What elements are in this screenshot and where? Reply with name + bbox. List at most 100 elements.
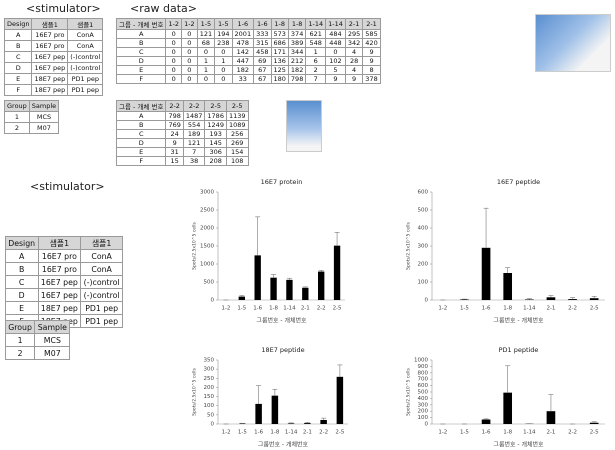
raw-table: 그룹 - 개체 번호 2-2 2-2 2-5 2-5 A 798 1487 1786 1139 B 7… xyxy=(115,100,249,166)
bar xyxy=(481,247,491,300)
bar xyxy=(336,376,344,424)
x-axis-label: 그룹번호 - 개체번호 xyxy=(256,317,307,325)
y-tick-label: 200 xyxy=(204,385,215,391)
bar xyxy=(255,403,262,424)
y-tick-label: 500 xyxy=(418,390,429,396)
y-tick-label: 100 xyxy=(418,280,429,286)
x-tick-label: 1-8 xyxy=(503,430,512,436)
row: E 18E7 pep PD1 pep xyxy=(4,301,123,316)
cell: 798 xyxy=(287,74,307,84)
bar xyxy=(254,255,261,300)
table: Group Sample 1 MCS 2 M07 xyxy=(4,320,71,361)
y-tick-label: 500 xyxy=(204,280,215,286)
bar xyxy=(286,279,293,300)
cell: M07 xyxy=(28,122,60,134)
x-tick-label: 1-6 xyxy=(254,430,263,436)
section-title: <stimulator> xyxy=(30,180,105,193)
bar xyxy=(589,298,599,300)
row: 2 M07 xyxy=(4,346,71,361)
y-axis-label: Spots/2.5x10^5 cells xyxy=(406,221,412,269)
bar xyxy=(546,297,556,300)
plate-image xyxy=(535,14,611,72)
y-tick-label: 0 xyxy=(425,298,429,304)
x-tick-label: 1-8 xyxy=(503,306,512,312)
header-row: 그룹 - 개체 번호 2-2 2-2 2-5 2-5 xyxy=(115,100,249,112)
table: 그룹 - 개체 번호 2-2 2-2 2-5 2-5 A 798 1487 1786 1139 B 7… xyxy=(115,100,249,166)
y-tick-label: 400 xyxy=(418,226,429,232)
header-cell: 2-2 xyxy=(165,100,184,112)
table: 그룹 - 개체 번호 1-2 1-2 1-5 1-5 1-6 1-6 1-8 1-8 1-14 1-… xyxy=(115,18,381,84)
cell: F xyxy=(3,84,33,96)
y-tick-label: 50 xyxy=(207,412,214,418)
x-tick-label: 1-6 xyxy=(253,306,262,312)
y-tick-label: 1000 xyxy=(200,262,214,268)
row: 2 M07 xyxy=(4,122,60,134)
x-tick-label: 2-2 xyxy=(568,430,577,436)
bar xyxy=(568,299,577,300)
header-cell: 1-6 xyxy=(253,18,272,30)
y-tick-label: 500 xyxy=(418,208,429,214)
chart-title: 16E7 protein xyxy=(261,178,303,186)
y-tick-label: 2500 xyxy=(200,208,214,214)
y-tick-label: 400 xyxy=(418,396,429,402)
y-tick-label: 0 xyxy=(425,422,429,428)
bar xyxy=(524,299,534,300)
y-tick-label: 100 xyxy=(204,403,215,409)
header-cell: Design xyxy=(3,18,33,30)
header-row: Group Sample xyxy=(4,320,71,335)
x-tick-label: 1-5 xyxy=(460,306,469,312)
cell: 378 xyxy=(362,74,381,84)
row: A 798 1487 1786 1139 xyxy=(115,111,249,121)
x-tick-label: 2-5 xyxy=(335,430,344,436)
y-tick-label: 700 xyxy=(418,377,429,383)
y-tick-label: 600 xyxy=(418,383,429,389)
y-tick-label: 300 xyxy=(418,402,429,408)
y-tick-label: 800 xyxy=(418,370,429,376)
x-tick-label: 1-2 xyxy=(221,306,230,312)
x-tick-label: 2-2 xyxy=(319,430,328,436)
header-cell: 샘플1 xyxy=(80,236,123,251)
cell: PD1 pep xyxy=(67,84,104,96)
bar xyxy=(481,419,491,424)
bar xyxy=(503,392,513,424)
x-axis-label: 그룹번호 - 개체번호 xyxy=(493,317,544,325)
y-tick-label: 200 xyxy=(418,262,429,268)
bar xyxy=(238,296,245,300)
bar xyxy=(546,411,556,424)
x-tick-label: 2-1 xyxy=(546,306,555,312)
bar xyxy=(302,287,309,300)
header-cell: Sample xyxy=(28,100,60,112)
chart-title: 18E7 peptide xyxy=(261,346,304,354)
row: A 16E7 pro ConA xyxy=(4,249,123,264)
x-tick-label: 2-2 xyxy=(317,306,326,312)
x-tick-label: 2-1 xyxy=(301,306,310,312)
bar xyxy=(589,422,599,424)
cell: F xyxy=(115,74,167,84)
cell: 108 xyxy=(225,156,249,166)
row: F 0 0 0 0 33 67 180 798 7 9 9 378 xyxy=(115,74,381,84)
x-tick-label: 1-2 xyxy=(438,306,447,312)
header-row: 그룹 - 개체 번호 1-2 1-2 1-5 1-5 1-6 1-6 1-8 1-8 1-14 1-… xyxy=(115,18,381,30)
x-tick-label: 2-5 xyxy=(590,306,599,312)
bar xyxy=(333,245,341,300)
x-tick-label: 2-1 xyxy=(303,430,312,436)
section-title: <stimulator> xyxy=(26,2,101,15)
y-tick-label: 0 xyxy=(211,422,215,428)
x-axis-label: 그룹번호 - 개체번호 xyxy=(258,441,309,449)
x-tick-label: 2-5 xyxy=(590,430,599,436)
x-tick-label: 1-14 xyxy=(283,306,296,312)
y-tick-label: 2000 xyxy=(200,226,214,232)
x-tick-label: 1-14 xyxy=(523,430,536,436)
y-tick-label: 600 xyxy=(418,190,429,196)
y-tick-label: 150 xyxy=(204,394,215,400)
x-tick-label: 1-2 xyxy=(438,430,447,436)
row: C 16E7 pep (-)control xyxy=(4,275,123,290)
chart-title: PD1 peptide xyxy=(499,346,539,354)
bar xyxy=(304,423,311,424)
x-tick-label: 1-6 xyxy=(482,306,491,312)
x-axis-label: 그룹번호 - 개체번호 xyxy=(493,441,544,449)
x-tick-label: 1-8 xyxy=(269,306,278,312)
row: E 0 0 1 0 182 67 125 182 2 5 4 8 xyxy=(115,65,381,75)
